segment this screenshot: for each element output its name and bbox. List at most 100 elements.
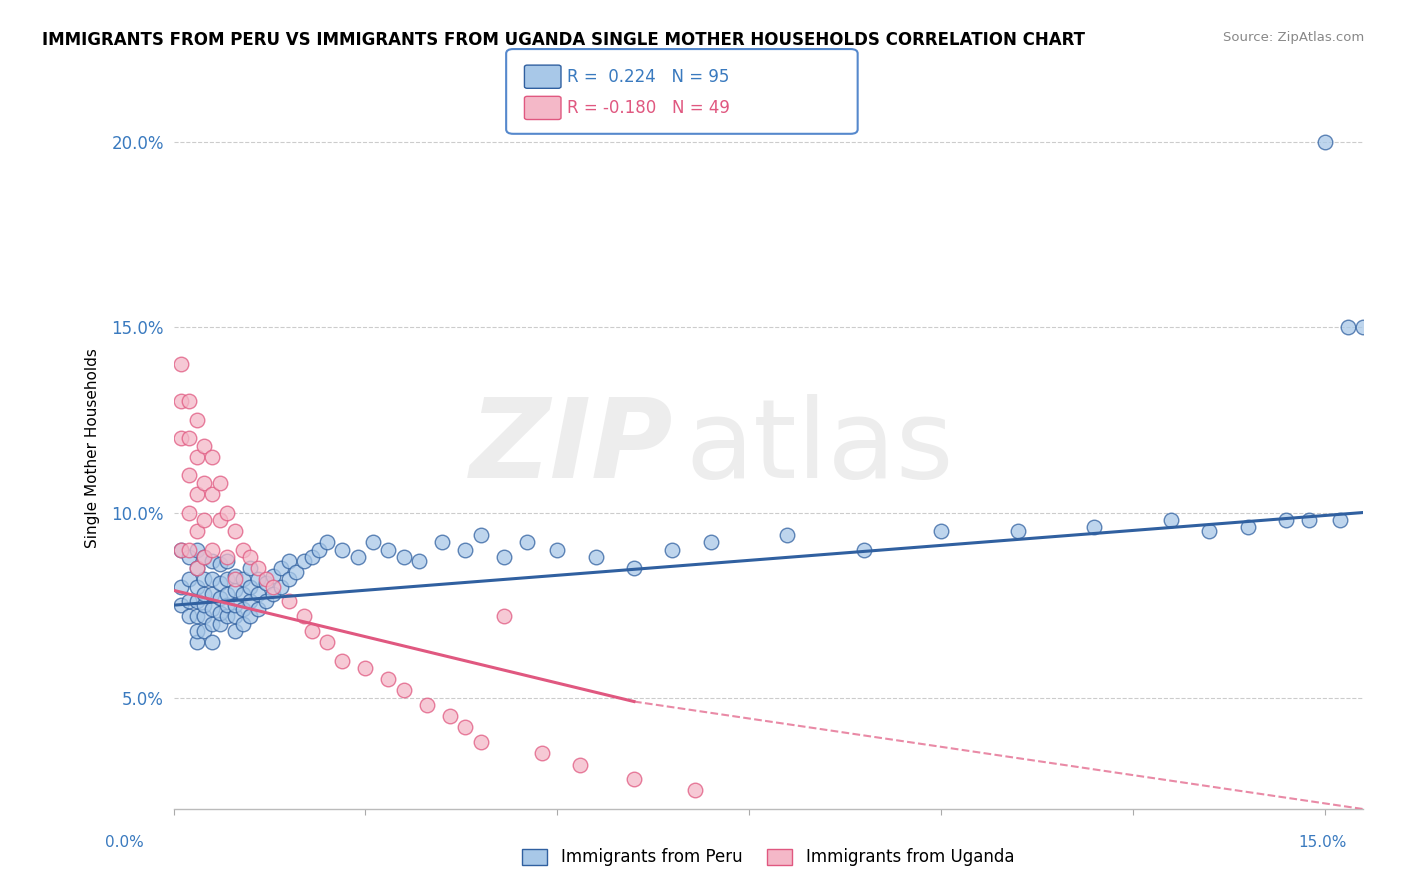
Point xyxy=(177,542,200,557)
Point xyxy=(454,721,477,735)
Point xyxy=(186,635,208,649)
Point xyxy=(262,580,284,594)
Point xyxy=(208,513,231,527)
Point xyxy=(1236,520,1258,534)
Point xyxy=(232,587,254,601)
Point xyxy=(193,439,215,453)
Point xyxy=(239,561,262,575)
Point xyxy=(247,572,270,586)
Point xyxy=(262,568,284,582)
Point xyxy=(177,468,200,483)
Point xyxy=(392,683,415,698)
Point xyxy=(354,661,377,675)
Point xyxy=(217,549,239,564)
Point xyxy=(277,594,299,608)
Point xyxy=(308,542,330,557)
Point xyxy=(201,587,224,601)
Point xyxy=(201,635,224,649)
Text: 0.0%: 0.0% xyxy=(105,836,145,850)
Point xyxy=(699,535,721,549)
Point xyxy=(1351,320,1374,334)
Point xyxy=(546,542,568,557)
Point xyxy=(217,572,239,586)
Point xyxy=(201,602,224,616)
Point xyxy=(239,609,262,624)
Point xyxy=(285,565,308,579)
Point xyxy=(492,609,515,624)
Point xyxy=(492,549,515,564)
Text: atlas: atlas xyxy=(685,394,953,501)
Point xyxy=(929,524,952,538)
Point xyxy=(208,475,231,490)
Point xyxy=(177,394,200,409)
Point xyxy=(186,580,208,594)
Point xyxy=(224,583,246,598)
Point xyxy=(430,535,453,549)
Point xyxy=(270,580,292,594)
Point xyxy=(470,735,492,749)
Point xyxy=(177,431,200,445)
Point xyxy=(623,772,645,787)
Point xyxy=(1198,524,1220,538)
Point xyxy=(224,609,246,624)
Point xyxy=(247,561,270,575)
Point xyxy=(201,616,224,631)
Point xyxy=(193,598,215,612)
Point xyxy=(377,542,399,557)
Point xyxy=(224,524,246,538)
Point xyxy=(416,698,439,713)
Point xyxy=(232,572,254,586)
Point xyxy=(193,624,215,639)
Point xyxy=(470,528,492,542)
Point xyxy=(277,554,299,568)
Point xyxy=(217,506,239,520)
Point xyxy=(170,542,193,557)
Point xyxy=(186,450,208,464)
Point xyxy=(292,609,315,624)
Point xyxy=(170,542,193,557)
Point xyxy=(254,594,277,608)
Point xyxy=(201,542,224,557)
Point xyxy=(201,572,224,586)
Point xyxy=(193,549,215,564)
Point xyxy=(170,598,193,612)
Point xyxy=(1083,520,1105,534)
Point xyxy=(177,572,200,586)
Point xyxy=(208,606,231,620)
Point xyxy=(1160,513,1182,527)
Text: 15.0%: 15.0% xyxy=(1299,836,1347,850)
Point xyxy=(1298,513,1320,527)
Point xyxy=(186,542,208,557)
Point xyxy=(585,549,607,564)
Point xyxy=(186,561,208,575)
Point xyxy=(193,549,215,564)
Text: ZIP: ZIP xyxy=(470,394,673,501)
Point xyxy=(224,624,246,639)
Point xyxy=(186,561,208,575)
Point xyxy=(170,357,193,371)
Point xyxy=(270,561,292,575)
Point xyxy=(186,609,208,624)
Point xyxy=(177,609,200,624)
Point xyxy=(239,549,262,564)
Legend: Immigrants from Peru, Immigrants from Uganda: Immigrants from Peru, Immigrants from Ug… xyxy=(516,842,1021,873)
Point xyxy=(224,572,246,586)
Point xyxy=(224,598,246,612)
Point xyxy=(186,524,208,538)
Point xyxy=(408,554,430,568)
Point xyxy=(361,535,384,549)
Point xyxy=(1275,513,1298,527)
Text: IMMIGRANTS FROM PERU VS IMMIGRANTS FROM UGANDA SINGLE MOTHER HOUSEHOLDS CORRELAT: IMMIGRANTS FROM PERU VS IMMIGRANTS FROM … xyxy=(42,31,1085,49)
Text: Source: ZipAtlas.com: Source: ZipAtlas.com xyxy=(1223,31,1364,45)
Point xyxy=(201,554,224,568)
Point xyxy=(208,616,231,631)
Point xyxy=(217,587,239,601)
Point xyxy=(170,580,193,594)
Point xyxy=(186,594,208,608)
Point xyxy=(254,572,277,586)
Point xyxy=(262,587,284,601)
Point xyxy=(316,635,339,649)
Point xyxy=(217,554,239,568)
Point xyxy=(301,549,323,564)
Point xyxy=(170,394,193,409)
